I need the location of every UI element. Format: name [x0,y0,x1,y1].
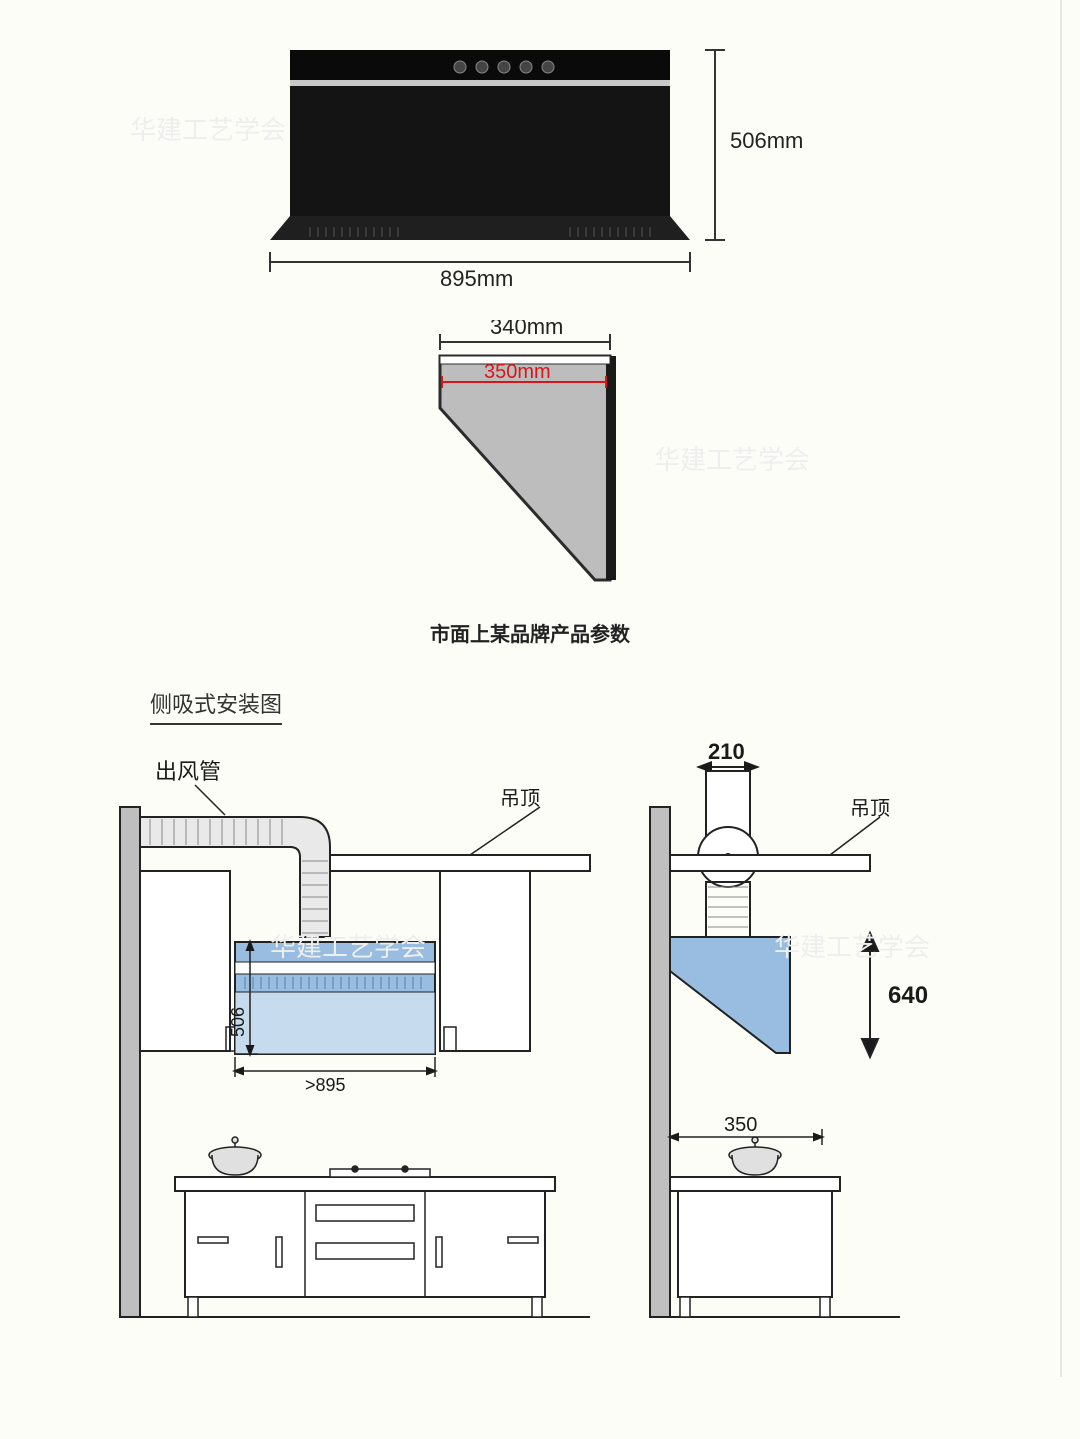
front-button-icon [498,61,510,73]
install-title: 侧吸式安装图 [150,687,282,725]
page-root: 华建工艺学会 [0,0,1062,1377]
dim-width-label: 895mm [440,266,513,290]
pot-side-icon [729,1137,781,1175]
install-figure: 华建工艺学会 华建工艺学会 吊顶 [0,737,1060,1337]
front-elevation: 吊顶 出风管 [120,759,590,1317]
side-inner-label: 350mm [484,361,551,383]
caption: 市面上某品牌产品参数 [0,618,1060,647]
front-button-icon [454,61,466,73]
front-flare [270,216,690,240]
dim-hood-w: >895 [305,1075,346,1095]
front-button-icon [542,61,554,73]
hood-side [670,937,790,1053]
dim-height-label: 506mm [730,128,803,153]
side-elevation: 210 吊顶 [650,739,928,1317]
dim-height-line [705,50,725,240]
product-side-svg: 340mm 350mm [370,320,690,600]
label-ceiling: 吊顶 [500,788,540,810]
product-front-figure: 华建工艺学会 [0,30,1060,310]
side-body [440,356,610,580]
dim-side-d: 350 [724,1114,757,1136]
product-side-figure: 华建工艺学会 340mm 350mm [0,320,1060,600]
side-top-label: 340mm [490,320,563,339]
label-ceiling2: 吊顶 [850,798,890,820]
pot-icon [209,1137,261,1175]
dim-side-h: 640 [888,982,928,1009]
front-button-icon [520,61,532,73]
install-title-wrap: 侧吸式安装图 [0,687,1060,737]
front-body [290,86,670,216]
front-panel-accent [290,80,670,86]
dim-pipe-d: 210 [708,739,745,764]
side-back-edge [606,356,616,580]
product-front-svg: 506mm 895mm [210,30,850,290]
front-button-icon [476,61,488,73]
label-duct: 出风管 [155,759,221,784]
install-svg: 吊顶 出风管 [0,737,1040,1337]
dim-hood-h: 506 [228,1007,248,1037]
